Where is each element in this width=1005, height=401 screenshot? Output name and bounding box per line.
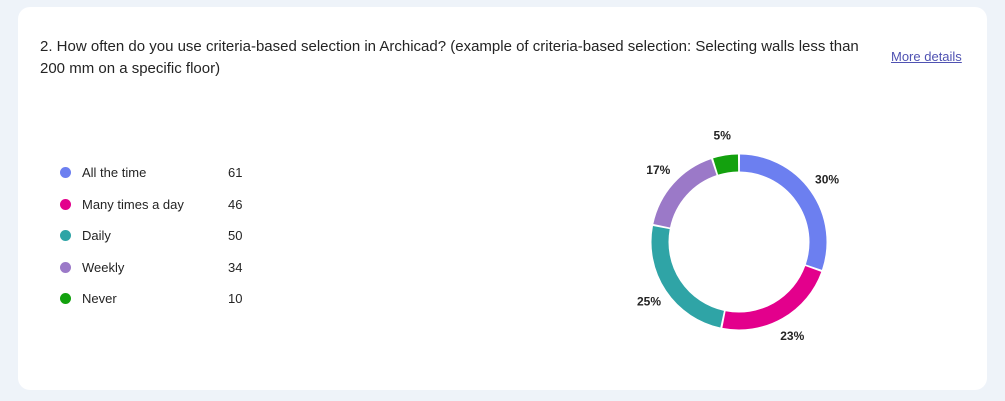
legend-count: 61	[228, 165, 243, 180]
legend-label: Never	[82, 291, 117, 306]
donut-chart: 30% 23% 25% 17% 5%	[637, 128, 839, 343]
legend-color-dot	[60, 198, 71, 210]
legend-label: All the time	[82, 165, 147, 180]
legend-count: 46	[228, 196, 243, 212]
legend-label: Daily	[82, 228, 111, 243]
legend-color-dot	[60, 293, 71, 304]
more-details-link[interactable]: More details	[891, 49, 962, 64]
legend-count: 34	[228, 259, 243, 275]
donut-segment[interactable]	[713, 154, 739, 175]
donut-segment[interactable]	[653, 159, 717, 228]
legend-item: Daily 50	[60, 225, 260, 257]
donut-segment[interactable]	[651, 226, 725, 328]
percent-label: 30%	[815, 172, 839, 186]
percent-label: 25%	[637, 295, 661, 309]
legend-label: Many times a day	[82, 196, 184, 212]
legend-item: All the time 61	[60, 162, 260, 194]
legend-count: 10	[228, 291, 243, 306]
question-title: 2. How often do you use criteria-based s…	[40, 38, 859, 77]
chart-legend: All the time 61 Many times a day 46 Daily 50 W…	[60, 162, 260, 320]
percent-label: 23%	[780, 329, 804, 343]
legend-color-dot	[60, 230, 71, 241]
donut-segment[interactable]	[739, 154, 827, 270]
legend-color-dot	[60, 167, 71, 178]
donut-segment[interactable]	[722, 265, 822, 330]
legend-item: Weekly 34	[60, 257, 260, 289]
legend-count: 50	[228, 228, 243, 243]
legend-item: Never 10	[60, 288, 260, 320]
legend-label: Weekly	[82, 259, 125, 275]
question-card: 2. How often do you use criteria-based s…	[18, 7, 987, 390]
legend-item: Many times a day 46	[60, 194, 260, 226]
legend-color-dot	[60, 261, 71, 273]
percent-label: 17%	[646, 163, 670, 177]
percent-label: 5%	[714, 128, 732, 142]
